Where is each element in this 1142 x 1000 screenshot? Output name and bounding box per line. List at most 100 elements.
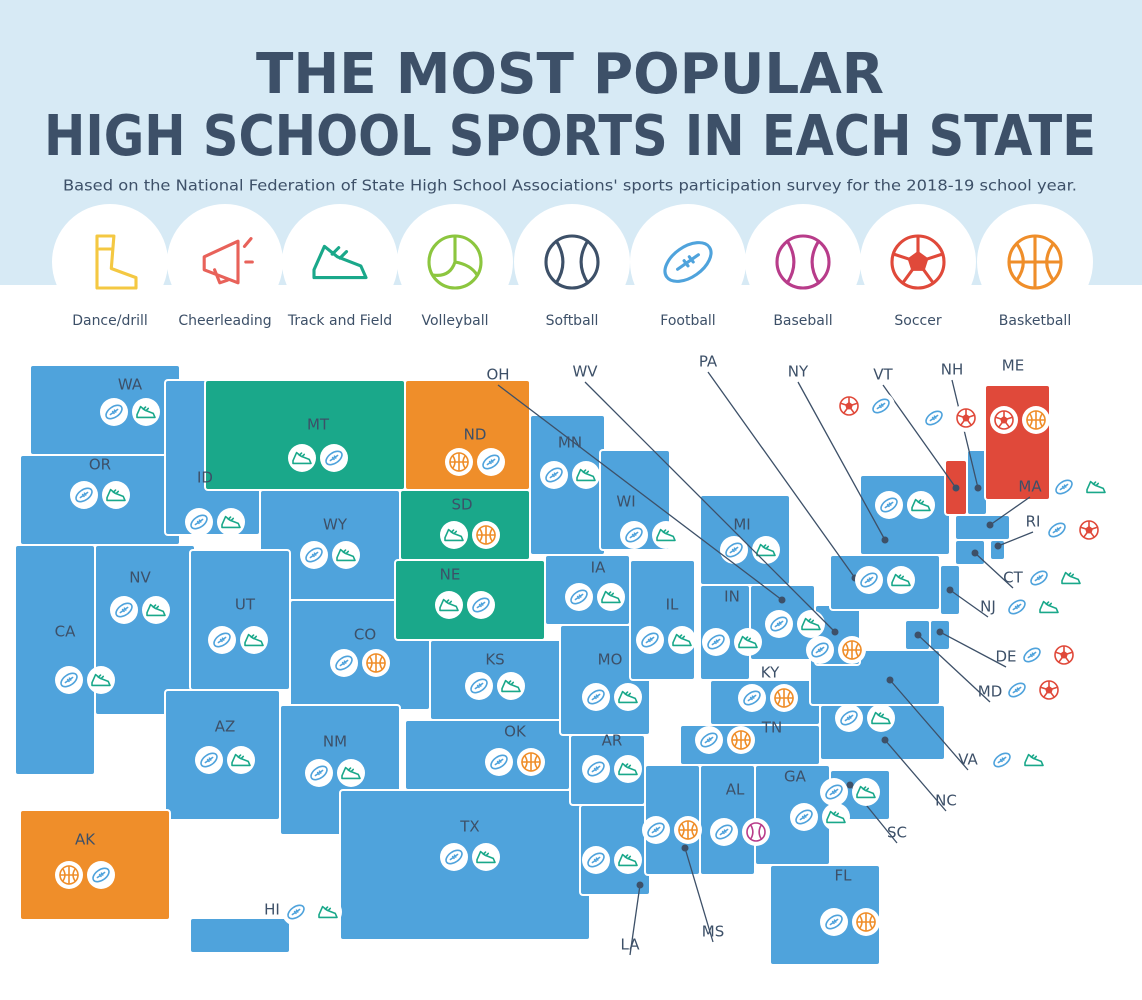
icon-part: [911, 498, 931, 512]
state-label: CT: [1003, 569, 1023, 587]
icon-part: [339, 659, 349, 667]
sport-icon: [110, 596, 138, 624]
icon-part: [449, 452, 469, 472]
state-label: CA: [55, 623, 76, 641]
sport-icon: [1022, 406, 1050, 434]
icon-part: [907, 251, 929, 271]
leader-dot: [886, 676, 894, 684]
sport-icon: [208, 626, 236, 654]
icon-part: [994, 410, 1014, 428]
icon-background: [597, 583, 625, 611]
icon-part: [1085, 526, 1093, 534]
icon-part: [826, 810, 846, 824]
sport-icon: [614, 683, 642, 711]
icon-background: [132, 398, 160, 426]
icon-part: [825, 784, 843, 800]
legend-icon: [775, 234, 831, 290]
leader-line: [707, 371, 856, 579]
icon-background: [1082, 473, 1110, 501]
sport-icon: [614, 755, 642, 783]
state-label: HI: [264, 901, 280, 919]
icon-part: [318, 905, 338, 919]
icon-part: [146, 603, 166, 617]
sport-icon: [852, 908, 880, 936]
icon-part: [587, 689, 605, 705]
icon-part: [200, 752, 218, 768]
sport-icon: [734, 628, 762, 656]
icon-part: [1061, 571, 1081, 585]
sport-icon: [362, 649, 390, 677]
legend-label: Basketball: [999, 313, 1071, 329]
sport-icon: [952, 404, 980, 432]
legend-icon: [427, 234, 483, 290]
icon-part: [482, 454, 500, 470]
sport-icon: [887, 566, 915, 594]
icon-part: [719, 828, 729, 836]
sport-icon: [838, 636, 866, 664]
icon-background: [907, 491, 935, 519]
sport-icon: [742, 818, 770, 846]
state-label: ND: [464, 426, 487, 444]
sport-icon: [597, 583, 625, 611]
icon-part: [746, 822, 766, 842]
state-label: IA: [591, 559, 606, 577]
sport-icon: [100, 398, 128, 426]
legend-icon: [95, 234, 138, 290]
icon-part: [647, 822, 665, 838]
sport-icon: [572, 461, 600, 489]
sport-icon: [87, 666, 115, 694]
sport-icon: [102, 481, 130, 509]
icon-part: [75, 487, 93, 503]
icon-background: [240, 626, 268, 654]
icon-part: [651, 826, 661, 834]
icon-part: [1048, 522, 1066, 538]
sport-icon: [835, 704, 863, 732]
leader-dot: [974, 484, 982, 492]
sport-icon: [822, 803, 850, 831]
icon-part: [770, 616, 788, 632]
icon-part: [618, 762, 638, 776]
icon-part: [591, 765, 601, 773]
icon-part: [335, 655, 353, 671]
icon-part: [1012, 603, 1022, 611]
legend-icon: [202, 237, 254, 285]
icon-part: [729, 546, 739, 554]
leader-dot: [681, 844, 689, 852]
sport-icon: [70, 481, 98, 509]
sport-icon: [1035, 676, 1063, 704]
icon-background: [742, 818, 770, 846]
icon-part: [1030, 570, 1048, 586]
icon-background: [1020, 746, 1048, 774]
icon-part: [1027, 651, 1037, 659]
state-shape: [189, 549, 291, 691]
icon-part: [704, 736, 714, 744]
sport-icon: [852, 778, 880, 806]
sport-icon: [1003, 676, 1031, 704]
sport-icon: [305, 759, 333, 787]
icon-part: [444, 528, 464, 542]
icon-part: [845, 402, 853, 410]
icon-part: [880, 497, 898, 513]
icon-part: [204, 756, 214, 764]
sport-icon: [875, 491, 903, 519]
sport-icon: [727, 726, 755, 754]
legend-label: Soccer: [894, 313, 941, 329]
sport-icon: [855, 566, 883, 594]
icon-part: [1045, 686, 1053, 694]
leader-line: [939, 631, 1007, 668]
legend-label: Volleyball: [422, 313, 489, 329]
sport-icon: [1018, 641, 1046, 669]
icon-part: [291, 908, 301, 916]
map-labels: WA OR CA NV ID MT WY UT AZ CO NM ND SD NE KS OK TX MN IA MO…: [55, 353, 1110, 956]
icon-part: [472, 597, 490, 613]
sport-icon: [320, 444, 348, 472]
icon-part: [91, 673, 111, 687]
icon-part: [645, 636, 655, 644]
icon-part: [785, 239, 821, 285]
state-label: NJ: [980, 598, 996, 616]
icon-part: [329, 454, 339, 462]
sport-icon: [797, 610, 825, 638]
icon-part: [891, 573, 911, 587]
leader-dot: [971, 549, 979, 557]
